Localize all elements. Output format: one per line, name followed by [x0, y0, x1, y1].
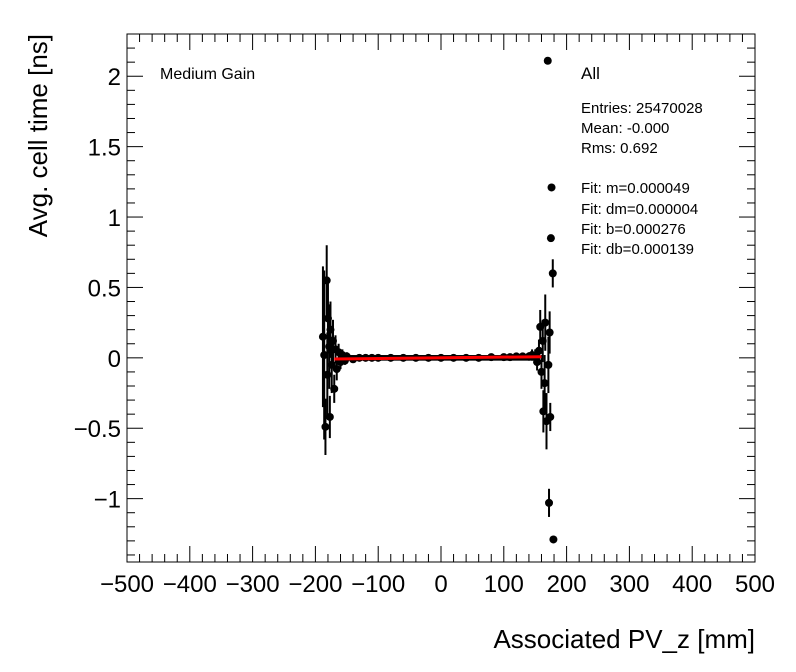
point-marker	[322, 276, 331, 285]
point-marker	[321, 422, 330, 431]
point-marker	[543, 56, 552, 65]
data-point	[548, 259, 557, 288]
point-marker	[330, 384, 339, 393]
plot-frame	[126, 33, 756, 563]
plot-annotation: Medium Gain	[160, 66, 255, 83]
point-marker	[548, 269, 557, 278]
labels-layer: −500 −400 −300 −200 −100 0 100 200 300 400 500 −1 −0…	[74, 64, 775, 598]
x-tick-label: −400	[163, 571, 217, 598]
y-tick-label: 2	[108, 64, 121, 91]
fit-line	[334, 355, 542, 361]
x-tick-label: 200	[547, 571, 587, 598]
data-point	[546, 402, 555, 432]
data-point	[549, 535, 558, 544]
x-tick-label: 400	[672, 571, 712, 598]
x-tick-label: −200	[288, 571, 342, 598]
y-tick-label: 1	[108, 205, 121, 232]
data-point	[545, 488, 554, 517]
stats-rms: Rms: 0.692	[581, 140, 658, 157]
x-tick-label: 500	[735, 571, 775, 598]
stats-fit-m: Fit: m=0.000049	[581, 180, 690, 197]
data-point	[546, 234, 555, 243]
stats-entries: Entries: 25470028	[581, 100, 703, 117]
point-marker	[546, 412, 555, 421]
point-marker	[534, 346, 543, 355]
stats-box: All Entries: 25470028 Mean: -0.000 Rms: …	[581, 64, 703, 258]
point-marker	[541, 318, 550, 327]
point-marker	[540, 379, 549, 388]
stats-fit-b: Fit: b=0.000276	[581, 221, 686, 238]
y-tick-label: −0.5	[74, 416, 121, 443]
data-point	[320, 270, 329, 440]
point-marker	[549, 535, 558, 544]
x-tick-label: −100	[351, 571, 405, 598]
fit-layer	[334, 355, 542, 361]
data-point	[541, 294, 550, 351]
point-marker	[325, 412, 334, 421]
point-marker	[320, 351, 329, 360]
point-marker	[545, 498, 554, 507]
point-marker	[546, 234, 555, 243]
x-tick-label: 300	[609, 571, 649, 598]
point-marker	[332, 365, 341, 374]
data-point	[321, 398, 330, 455]
y-tick-label: 1.5	[88, 135, 121, 162]
data-point	[534, 339, 543, 363]
y-tick-label: 0	[108, 346, 121, 373]
x-tick-label: 0	[434, 571, 447, 598]
data-point	[322, 245, 331, 316]
stats-title: All	[581, 64, 600, 83]
point-marker	[537, 367, 546, 376]
stats-fit-db: Fit: db=0.000139	[581, 241, 694, 258]
data-point	[543, 56, 552, 65]
data-point	[545, 311, 554, 354]
y-axis-title: Avg. cell time [ns]	[23, 34, 53, 237]
x-tick-label: −500	[100, 571, 154, 598]
data-point	[547, 183, 556, 192]
x-axis-title: Associated PV_z [mm]	[493, 624, 755, 654]
data-point	[544, 336, 553, 394]
stats-mean: Mean: -0.000	[581, 120, 669, 137]
y-tick-label: 0.5	[88, 275, 121, 302]
x-tick-label: 100	[484, 571, 524, 598]
stats-fit-dm: Fit: dm=0.000004	[581, 201, 698, 218]
data-point	[325, 395, 334, 439]
y-tick-label: −1	[94, 487, 121, 514]
point-marker	[544, 360, 553, 369]
point-marker	[545, 328, 554, 337]
point-marker	[547, 183, 556, 192]
ticks-layer	[126, 33, 756, 562]
x-tick-label: −300	[226, 571, 280, 598]
point-marker	[318, 332, 327, 341]
data-point	[330, 374, 339, 403]
